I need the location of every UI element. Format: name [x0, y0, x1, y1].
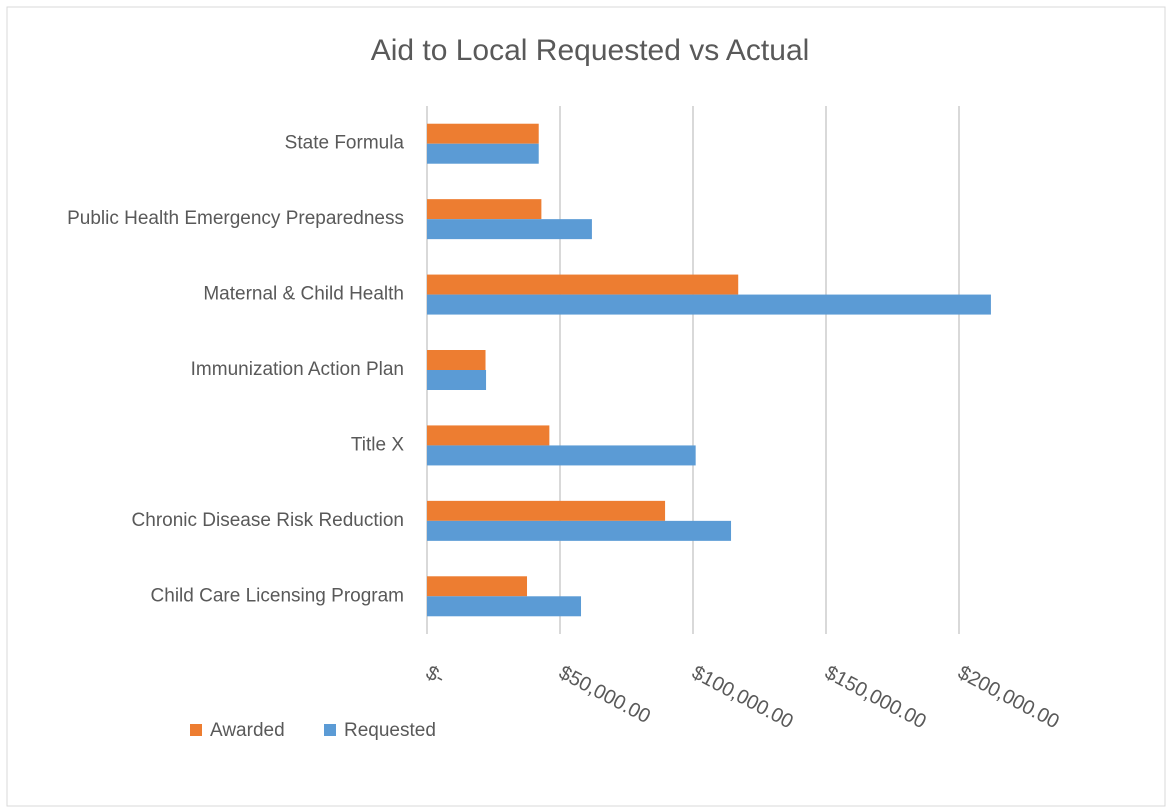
legend-label: Awarded	[210, 720, 285, 741]
legend-label: Requested	[344, 720, 436, 741]
bar	[427, 123, 539, 144]
bar	[427, 199, 542, 220]
bar	[427, 520, 732, 541]
legend-swatch	[324, 724, 336, 736]
chart-frame	[6, 6, 1166, 807]
y-tick-label: Public Health Emergency Preparedness	[67, 208, 404, 229]
bar	[427, 350, 486, 370]
bar	[427, 596, 582, 617]
chart-title: Aid to Local Requested vs Actual	[371, 34, 810, 67]
bar	[427, 576, 528, 597]
bar	[427, 500, 666, 521]
y-tick-label: Maternal & Child Health	[203, 284, 404, 305]
y-tick-label: Title X	[351, 434, 404, 455]
bar	[427, 445, 696, 466]
bar	[427, 294, 991, 315]
bar	[427, 425, 550, 446]
bar	[427, 219, 592, 240]
bar	[427, 143, 539, 164]
y-tick-label: Child Care Licensing Program	[151, 585, 404, 606]
y-tick-label: State Formula	[285, 133, 405, 154]
y-tick-label: Immunization Action Plan	[191, 359, 404, 380]
legend-swatch	[190, 724, 202, 736]
y-tick-label: Chronic Disease Risk Reduction	[132, 510, 404, 531]
bar	[427, 274, 739, 295]
bar	[427, 370, 487, 390]
